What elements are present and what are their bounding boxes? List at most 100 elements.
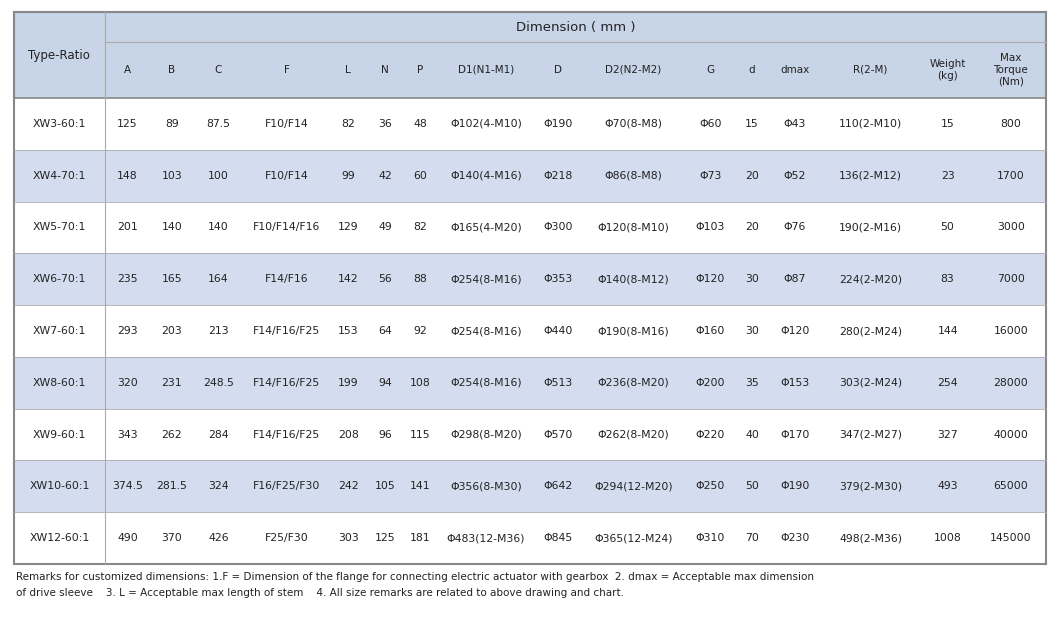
Text: 493: 493 [937, 481, 958, 491]
Text: Φ52: Φ52 [783, 171, 806, 181]
Text: Type-Ratio: Type-Ratio [29, 49, 90, 62]
Text: dmax: dmax [780, 65, 810, 75]
Text: 248.5: 248.5 [202, 378, 234, 388]
Text: Φ483(12-M36): Φ483(12-M36) [446, 533, 525, 543]
Text: Φ356(8-M30): Φ356(8-M30) [449, 481, 522, 491]
Text: of drive sleeve    3. L = Acceptable max length of stem    4. All size remarks a: of drive sleeve 3. L = Acceptable max le… [16, 588, 624, 598]
Text: Φ70(8-M8): Φ70(8-M8) [604, 119, 662, 129]
Text: 28000: 28000 [993, 378, 1028, 388]
Text: P: P [418, 65, 423, 75]
Text: 64: 64 [378, 326, 392, 336]
Text: XW12-60:1: XW12-60:1 [30, 533, 89, 543]
Text: 213: 213 [208, 326, 229, 336]
Text: Φ642: Φ642 [543, 481, 572, 491]
Text: Φ365(12-M24): Φ365(12-M24) [595, 533, 673, 543]
Text: 48: 48 [413, 119, 427, 129]
Text: C: C [215, 65, 222, 75]
Bar [14, 409, 1046, 461]
Text: 320: 320 [118, 378, 138, 388]
Text: 142: 142 [338, 274, 358, 284]
Text: 50: 50 [940, 222, 955, 233]
Text: F14/F16: F14/F16 [265, 274, 308, 284]
Text: F10/F14: F10/F14 [265, 119, 308, 129]
Text: 100: 100 [208, 171, 229, 181]
Text: 199: 199 [338, 378, 358, 388]
Text: Φ262(8-M20): Φ262(8-M20) [598, 429, 669, 439]
Text: 7000: 7000 [996, 274, 1025, 284]
Text: 15: 15 [940, 119, 954, 129]
Text: 284: 284 [208, 429, 229, 439]
Text: Φ300: Φ300 [543, 222, 572, 233]
Text: 94: 94 [378, 378, 392, 388]
Text: Φ230: Φ230 [780, 533, 810, 543]
Text: XW10-60:1: XW10-60:1 [30, 481, 90, 491]
Text: 125: 125 [374, 533, 395, 543]
Text: Dimension ( mm ): Dimension ( mm ) [515, 21, 635, 34]
Text: F14/F16/F25: F14/F16/F25 [253, 378, 320, 388]
Text: XW7-60:1: XW7-60:1 [33, 326, 86, 336]
Text: 42: 42 [378, 171, 392, 181]
Text: 82: 82 [341, 119, 355, 129]
Text: 144: 144 [937, 326, 958, 336]
Text: 92: 92 [413, 326, 427, 336]
Text: 327: 327 [937, 429, 958, 439]
Text: 36: 36 [378, 119, 392, 129]
Text: Φ43: Φ43 [783, 119, 806, 129]
Text: L: L [346, 65, 351, 75]
Text: 254: 254 [937, 378, 958, 388]
Text: N: N [381, 65, 389, 75]
Text: F: F [284, 65, 289, 75]
Text: Φ250: Φ250 [695, 481, 725, 491]
Text: 103: 103 [161, 171, 182, 181]
Text: Φ160: Φ160 [695, 326, 725, 336]
Text: D: D [553, 65, 562, 75]
Text: F25/F30: F25/F30 [265, 533, 308, 543]
Text: D2(N2-M2): D2(N2-M2) [605, 65, 661, 75]
Text: Φ165(4-M20): Φ165(4-M20) [449, 222, 522, 233]
Text: 20: 20 [745, 171, 759, 181]
Text: 23: 23 [940, 171, 954, 181]
Text: Φ87: Φ87 [783, 274, 806, 284]
Text: 231: 231 [161, 378, 182, 388]
Text: F10/F14: F10/F14 [265, 171, 308, 181]
Text: Φ570: Φ570 [543, 429, 572, 439]
Bar [14, 357, 1046, 409]
Bar [14, 305, 1046, 357]
Bar [14, 253, 1046, 305]
Text: R(2-M): R(2-M) [853, 65, 888, 75]
Text: Φ218: Φ218 [543, 171, 572, 181]
Text: Φ440: Φ440 [543, 326, 572, 336]
Text: 50: 50 [745, 481, 759, 491]
Text: 235: 235 [118, 274, 138, 284]
Text: F10/F14/F16: F10/F14/F16 [253, 222, 320, 233]
Text: XW9-60:1: XW9-60:1 [33, 429, 86, 439]
Text: Φ76: Φ76 [783, 222, 806, 233]
Text: B: B [169, 65, 175, 75]
Text: Φ103: Φ103 [695, 222, 725, 233]
Text: G: G [706, 65, 714, 75]
Text: 56: 56 [378, 274, 392, 284]
Text: Φ120(8-M10): Φ120(8-M10) [598, 222, 669, 233]
Text: 40000: 40000 [993, 429, 1028, 439]
Text: A: A [124, 65, 131, 75]
Text: 65000: 65000 [993, 481, 1028, 491]
Text: Φ140(8-M12): Φ140(8-M12) [598, 274, 669, 284]
Text: 370: 370 [161, 533, 182, 543]
Text: 374.5: 374.5 [112, 481, 143, 491]
Text: F14/F16/F25: F14/F16/F25 [253, 429, 320, 439]
Text: 293: 293 [118, 326, 138, 336]
Text: 262: 262 [161, 429, 182, 439]
Text: Remarks for customized dimensions: 1.F = Dimension of the flange for connecting : Remarks for customized dimensions: 1.F =… [16, 572, 814, 582]
Text: Φ254(8-M16): Φ254(8-M16) [450, 274, 522, 284]
Text: 1008: 1008 [934, 533, 961, 543]
Text: 30: 30 [745, 326, 759, 336]
Text: XW6-70:1: XW6-70:1 [33, 274, 86, 284]
Text: 190(2-M16): 190(2-M16) [840, 222, 902, 233]
Text: Φ310: Φ310 [695, 533, 725, 543]
Text: 181: 181 [410, 533, 430, 543]
Text: 165: 165 [161, 274, 182, 284]
Text: 125: 125 [118, 119, 138, 129]
Text: 1700: 1700 [996, 171, 1025, 181]
Text: Φ845: Φ845 [543, 533, 572, 543]
Text: 164: 164 [208, 274, 229, 284]
